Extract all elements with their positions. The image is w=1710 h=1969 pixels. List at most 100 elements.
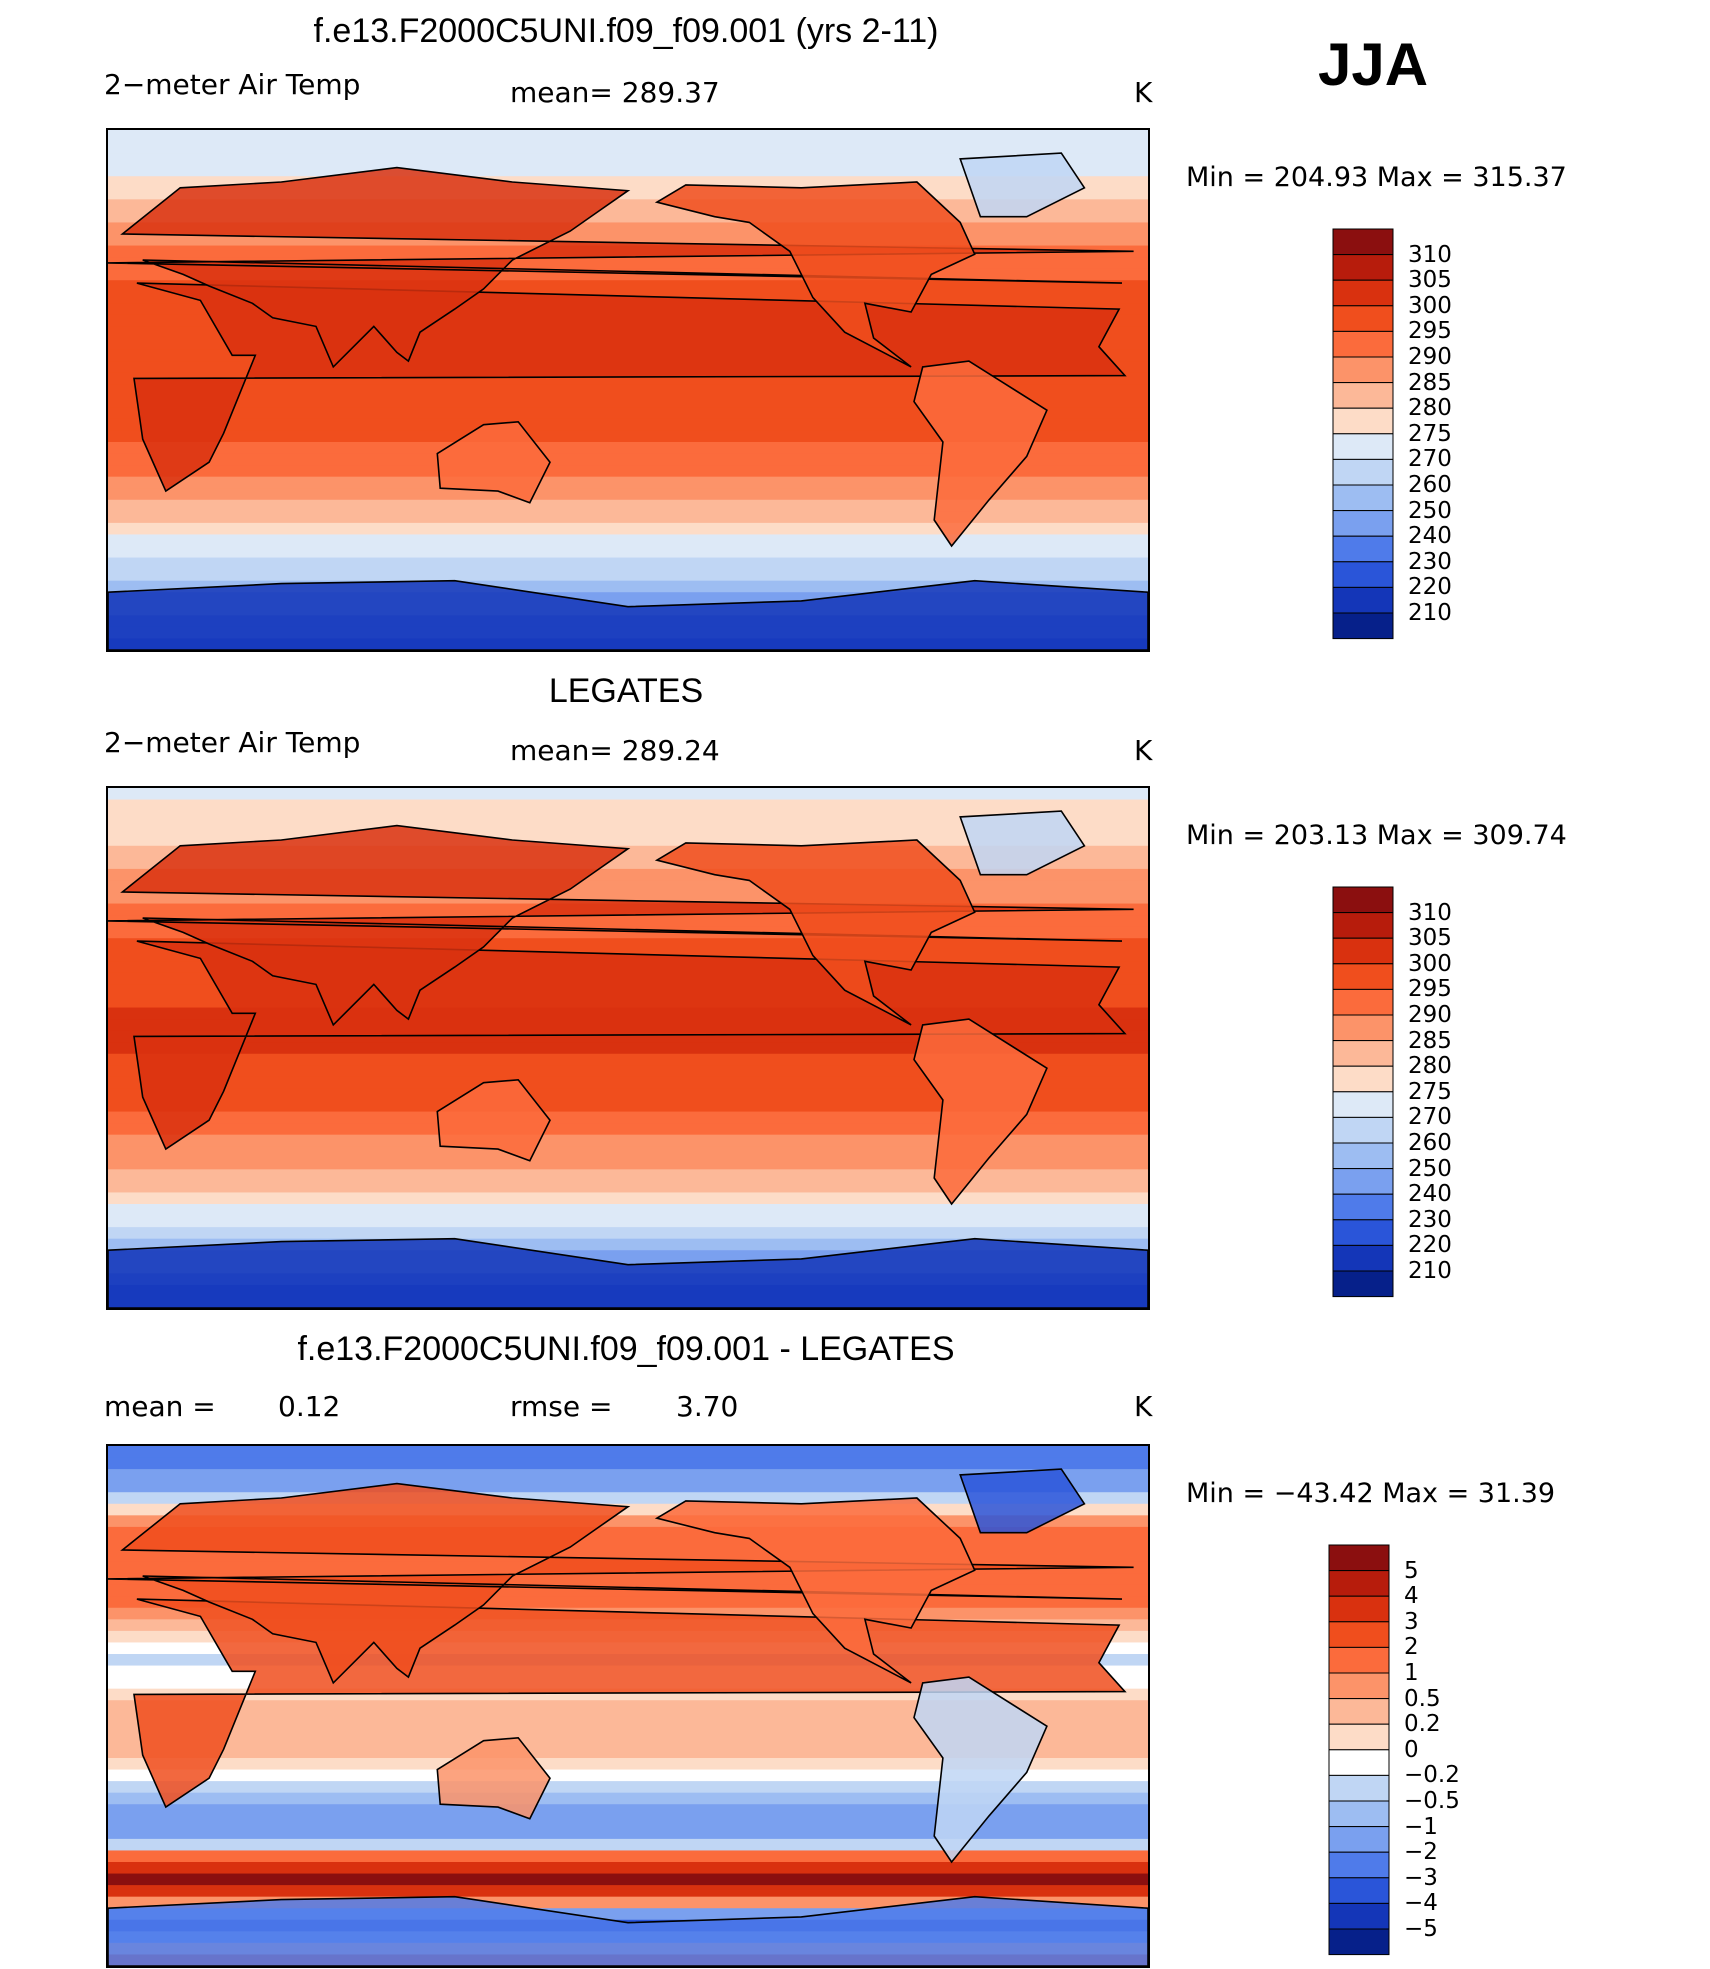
colorbar-segment	[1332, 1219, 1394, 1246]
colorbar-segment	[1332, 1065, 1394, 1093]
colorbar-segment	[1332, 305, 1394, 332]
latitude-band	[108, 522, 1148, 536]
colorbar-segment	[1328, 1672, 1390, 1700]
continent-outline	[436, 1078, 551, 1162]
colorbar-segment	[1332, 886, 1394, 914]
colorbar-tick-label: 290	[1408, 1002, 1452, 1028]
colorbar-tick-label: 275	[1408, 1078, 1452, 1105]
panel3-units-label: K	[1134, 1390, 1153, 1423]
latitude-band	[108, 1827, 1148, 1840]
latitude-band	[108, 1123, 1148, 1136]
latitude-band	[108, 1100, 1148, 1113]
colorbar-tick-label: 230	[1408, 1206, 1452, 1233]
latitude-band	[108, 465, 1148, 478]
latitude-band	[108, 1204, 1148, 1217]
colorbar-segment	[1328, 1698, 1390, 1725]
latitude-band	[108, 1180, 1148, 1194]
colorbar-tick-label: 305	[1408, 925, 1452, 952]
continent-outline	[654, 839, 976, 1026]
colorbar-segment	[1332, 254, 1394, 281]
colorbar-tick-label: 280	[1408, 1053, 1452, 1080]
colorbar-segment	[1328, 1928, 1390, 1956]
colorbar-tick-label: 4	[1404, 1583, 1419, 1610]
latitude-band	[108, 1457, 1148, 1470]
colorbar-tick-label: 0.5	[1404, 1685, 1441, 1712]
continent-outline	[436, 420, 551, 504]
latitude-band	[108, 788, 1148, 801]
colorbar-segment	[1332, 458, 1394, 486]
latitude-band	[108, 799, 1148, 812]
latitude-band	[108, 1873, 1148, 1886]
colorbar-segment	[1332, 228, 1394, 256]
colorbar-segment	[1328, 1570, 1390, 1597]
colorbar-svg	[1332, 228, 1394, 640]
colorbar-segment	[1332, 279, 1394, 307]
colorbar-tick-label: 290	[1408, 344, 1452, 370]
colorbar-tick-label: 2	[1404, 1634, 1419, 1661]
latitude-band	[108, 453, 1148, 466]
colorbar-segment	[1332, 1142, 1394, 1170]
colorbar-segment	[1328, 1749, 1390, 1776]
latitude-band	[108, 442, 1148, 455]
panel3-rmse-label: rmse =	[510, 1390, 613, 1423]
colorbar-segment	[1328, 1723, 1390, 1751]
latitude-band	[108, 1088, 1148, 1101]
latitude-band	[108, 499, 1148, 512]
latitude-band	[108, 1215, 1148, 1228]
continent-outline	[108, 1482, 1134, 1685]
colorbar-tick-label: 310	[1408, 241, 1452, 268]
colorbar-segment	[1328, 1646, 1390, 1674]
latitude-band	[108, 1885, 1148, 1898]
colorbar-segment	[1328, 1544, 1390, 1572]
panel2-mean-label: mean= 289.24	[510, 734, 720, 767]
latitude-band	[108, 1446, 1148, 1459]
latitude-band	[108, 811, 1148, 824]
continent-outline	[108, 579, 1148, 650]
panel1-variable-label: 2−meter Air Temp	[104, 68, 361, 101]
colorbar-tick-label: −2	[1404, 1839, 1438, 1866]
colorbar-tick-label: 295	[1408, 318, 1452, 345]
latitude-band	[108, 384, 1148, 397]
colorbar-tick-label: 270	[1408, 1104, 1452, 1131]
colorbar-tick-label: 285	[1408, 369, 1452, 396]
continent-outline	[959, 152, 1086, 218]
panel3-mean-label: mean =	[104, 1390, 216, 1423]
latitude-band	[108, 1134, 1148, 1147]
colorbar-tick-label: 210	[1408, 1258, 1452, 1284]
panel2-min-max: Min = 203.13 Max = 309.74	[1186, 820, 1567, 851]
latitude-band	[108, 1746, 1148, 1759]
colorbar-segment	[1332, 561, 1394, 588]
colorbar-tick-label: −3	[1404, 1864, 1438, 1891]
panel2-title: LEGATES	[548, 672, 704, 710]
latitude-band	[108, 476, 1148, 489]
panel1-title: f.e13.F2000C5UNI.f09_f09.001 (yrs 2-11)	[313, 12, 939, 50]
colorbar-tick-label: 250	[1408, 497, 1452, 524]
colorbar-segment	[1328, 1595, 1390, 1623]
continent-outline	[654, 181, 976, 368]
latitude-band	[108, 1804, 1148, 1817]
colorbar-tick-label: −4	[1404, 1890, 1438, 1917]
latitude-band	[108, 1734, 1148, 1748]
colorbar-segment	[1332, 937, 1394, 965]
colorbar-tick-label: 0.2	[1404, 1711, 1441, 1738]
colorbar-segment	[1332, 510, 1394, 537]
latitude-band	[108, 1769, 1148, 1782]
latitude-band	[108, 1192, 1148, 1205]
latitude-band	[108, 1146, 1148, 1159]
colorbar-segment	[1332, 1244, 1394, 1272]
latitude-band	[108, 1227, 1148, 1240]
continent-outline	[108, 1237, 1148, 1308]
colorbar-segment	[1332, 407, 1394, 435]
latitude-band	[108, 1065, 1148, 1078]
colorbar-svg	[1332, 886, 1394, 1298]
latitude-band	[108, 511, 1148, 524]
colorbar-segment	[1328, 1774, 1390, 1802]
continent-outline	[959, 810, 1086, 876]
panel2-variable-label: 2−meter Air Temp	[104, 726, 361, 759]
latitude-band	[108, 130, 1148, 143]
panel2-map-svg	[108, 788, 1148, 1308]
latitude-band	[108, 557, 1148, 570]
colorbar-tick-label: 3	[1404, 1608, 1419, 1635]
colorbar-segment	[1328, 1800, 1390, 1828]
latitude-band	[108, 1723, 1148, 1736]
